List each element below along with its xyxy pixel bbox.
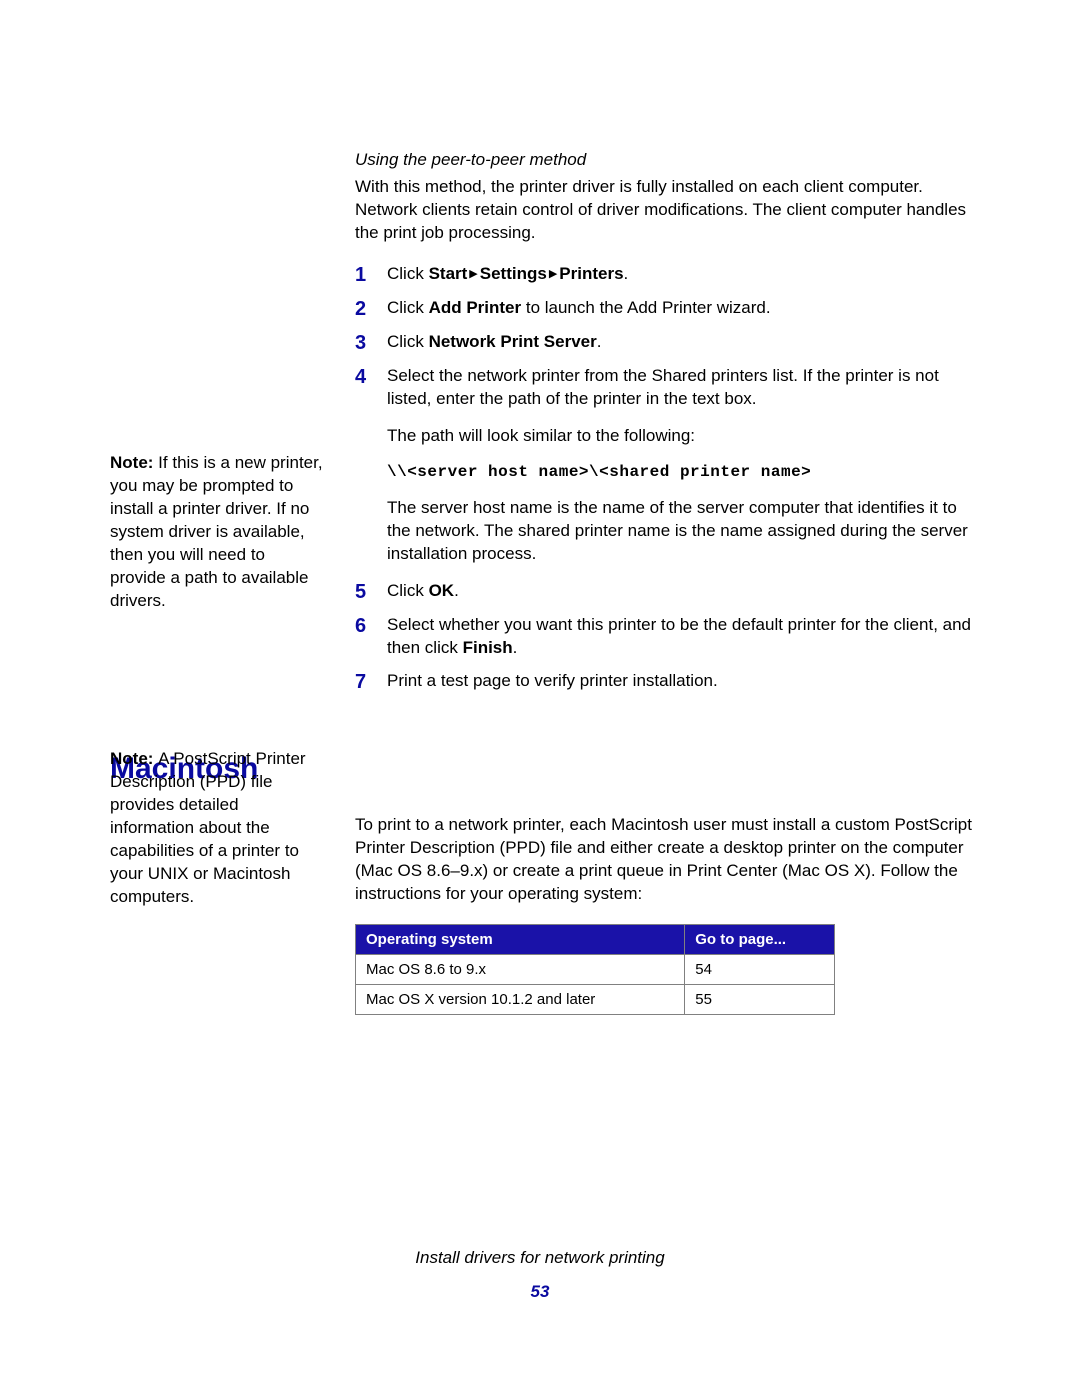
step-subtext: The server host name is the name of the …: [387, 497, 975, 566]
step-number: 6: [355, 614, 387, 660]
step-6: 6 Select whether you want this printer t…: [355, 614, 975, 660]
side-note-new-printer: Note: If this is a new printer, you may …: [110, 452, 325, 613]
menu-start: Start: [429, 264, 468, 283]
add-printer-label: Add Printer: [429, 298, 522, 317]
step-body: Select whether you want this printer to …: [387, 614, 975, 660]
mac-paragraph: To print to a network printer, each Maci…: [355, 814, 975, 906]
step-text: Click: [387, 332, 429, 351]
note-lead: Note:: [110, 453, 158, 472]
step-4: 4 Select the network printer from the Sh…: [355, 365, 975, 570]
step-number: 2: [355, 297, 387, 321]
step-7: 7 Print a test page to verify printer in…: [355, 670, 975, 694]
table-header-row: Operating system Go to page...: [356, 924, 835, 954]
step-subtext: The path will look similar to the follow…: [387, 425, 975, 448]
table-cell-page: 55: [685, 984, 835, 1014]
os-table: Operating system Go to page... Mac OS 8.…: [355, 924, 835, 1015]
page-footer: Install drivers for network printing 53: [0, 1248, 1080, 1302]
menu-settings: Settings: [480, 264, 547, 283]
step-body: Print a test page to verify printer inst…: [387, 670, 975, 694]
table-header-os: Operating system: [356, 924, 685, 954]
step-number: 5: [355, 580, 387, 604]
arrow-icon: ▶: [547, 268, 559, 280]
note-lead: Note:: [110, 749, 158, 768]
step-2: 2 Click Add Printer to launch the Add Pr…: [355, 297, 975, 321]
step-5: 5 Click OK.: [355, 580, 975, 604]
step-body: Click Start▶Settings▶Printers.: [387, 263, 975, 287]
main-content: Using the peer-to-peer method With this …: [355, 150, 975, 694]
step-1: 1 Click Start▶Settings▶Printers.: [355, 263, 975, 287]
step-body: Click Network Print Server.: [387, 331, 975, 355]
step-number: 1: [355, 263, 387, 287]
step-number: 4: [355, 365, 387, 570]
step-number: 7: [355, 670, 387, 694]
network-print-server-label: Network Print Server: [429, 332, 597, 351]
subheading-peer-to-peer: Using the peer-to-peer method: [355, 150, 975, 170]
step-text: .: [513, 638, 518, 657]
step-text: Click: [387, 298, 429, 317]
menu-printers: Printers: [559, 264, 623, 283]
printer-path-example: \\<server host name>\<shared printer nam…: [387, 462, 975, 484]
table-cell-os: Mac OS X version 10.1.2 and later: [356, 984, 685, 1014]
step-number: 3: [355, 331, 387, 355]
step-text: .: [454, 581, 459, 600]
ok-label: OK: [429, 581, 455, 600]
step-text: .: [597, 332, 602, 351]
footer-title: Install drivers for network printing: [0, 1248, 1080, 1268]
step-text: Click: [387, 581, 429, 600]
page-number: 53: [0, 1282, 1080, 1302]
table-cell-page: 54: [685, 954, 835, 984]
page: Note: If this is a new printer, you may …: [0, 0, 1080, 1397]
note-text: If this is a new printer, you may be pro…: [110, 453, 323, 610]
arrow-icon: ▶: [467, 268, 479, 280]
step-3: 3 Click Network Print Server.: [355, 331, 975, 355]
table-row: Mac OS X version 10.1.2 and later 55: [356, 984, 835, 1014]
step-text: Click: [387, 264, 429, 283]
step-body: Select the network printer from the Shar…: [387, 365, 975, 570]
step-body: Click OK.: [387, 580, 975, 604]
step-body: Click Add Printer to launch the Add Prin…: [387, 297, 975, 321]
note-text: A PostScript Printer Description (PPD) f…: [110, 749, 306, 906]
step-text: Select the network printer from the Shar…: [387, 365, 975, 411]
macintosh-content: To print to a network printer, each Maci…: [355, 814, 975, 1015]
side-note-ppd: Note: A PostScript Printer Description (…: [110, 748, 325, 909]
table-row: Mac OS 8.6 to 9.x 54: [356, 954, 835, 984]
finish-label: Finish: [463, 638, 513, 657]
step-list: 1 Click Start▶Settings▶Printers. 2 Click…: [355, 263, 975, 694]
step-text: .: [624, 264, 629, 283]
intro-paragraph: With this method, the printer driver is …: [355, 176, 975, 245]
table-cell-os: Mac OS 8.6 to 9.x: [356, 954, 685, 984]
table-header-page: Go to page...: [685, 924, 835, 954]
step-text: to launch the Add Printer wizard.: [521, 298, 770, 317]
